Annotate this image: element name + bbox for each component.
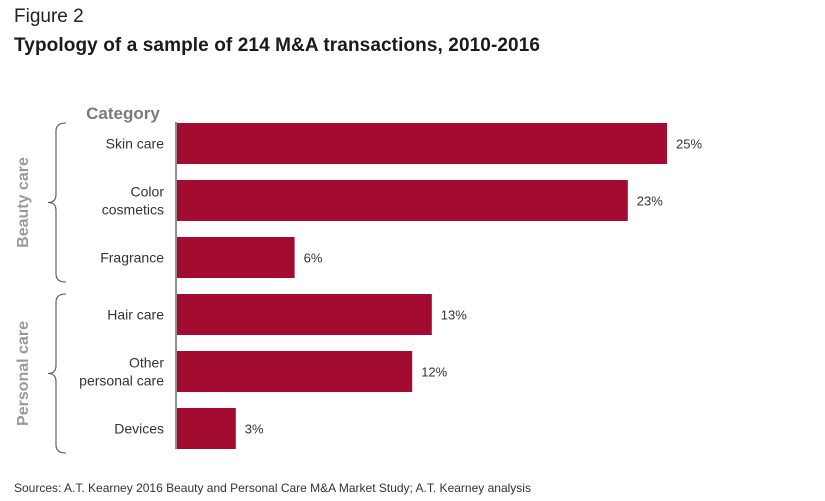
value-label-0: 25% [676,137,702,152]
source-note: Sources: A.T. Kearney 2016 Beauty and Pe… [14,481,531,495]
category-label-3: Hair care [107,307,164,323]
value-label-2: 6% [304,251,323,266]
value-label-3: 13% [441,308,467,323]
category-axis-title: Category [86,104,160,123]
bar-2 [177,237,295,278]
group-label-1: Personal care [15,321,32,426]
category-label-1: Color cosmetics [102,184,165,218]
figure-label: Figure 2 [14,6,84,27]
value-label-1: 23% [637,194,663,209]
category-label-2: Fragrance [100,250,164,266]
bar-4 [177,351,413,392]
group-brace-0 [47,122,67,283]
chart-title: Typology of a sample of 214 M&A transact… [14,35,541,56]
bar-1 [177,180,628,221]
group-label-0: Beauty care [15,157,32,248]
value-label-5: 3% [245,422,264,437]
bar-3 [177,294,432,335]
category-label-0: Skin care [106,136,165,152]
category-label-5: Devices [114,421,164,437]
bar-0 [177,123,667,164]
group-brace-1 [47,293,67,454]
value-label-4: 12% [421,365,447,380]
category-label-4: Other personal care [79,355,164,389]
bar-5 [177,408,236,449]
